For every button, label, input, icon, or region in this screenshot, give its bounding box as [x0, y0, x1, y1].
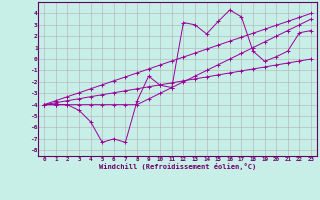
- X-axis label: Windchill (Refroidissement éolien,°C): Windchill (Refroidissement éolien,°C): [99, 163, 256, 170]
